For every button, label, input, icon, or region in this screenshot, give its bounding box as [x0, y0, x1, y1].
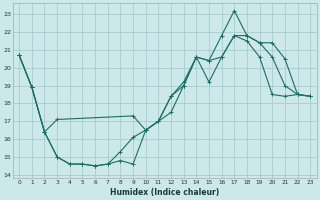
X-axis label: Humidex (Indice chaleur): Humidex (Indice chaleur) [110, 188, 219, 197]
